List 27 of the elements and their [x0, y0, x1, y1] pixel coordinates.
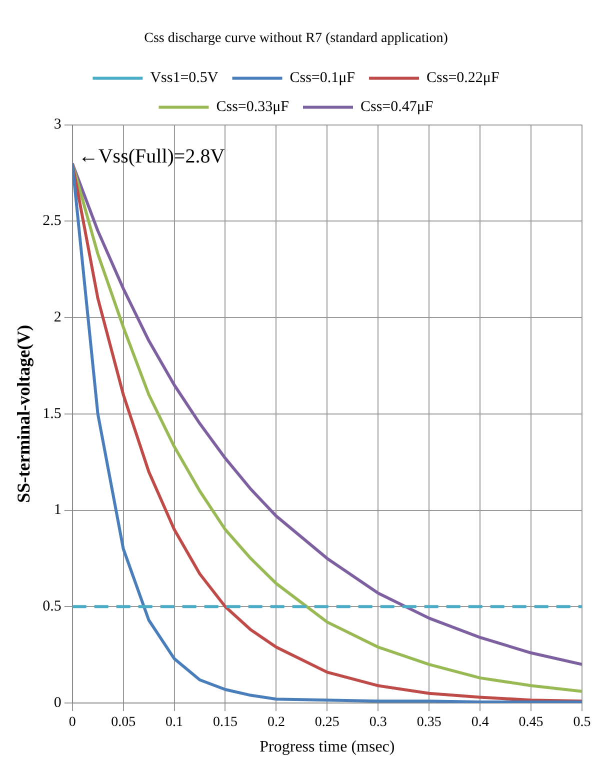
x-tick-label: 0.3 — [369, 715, 387, 730]
legend-label: Css=0.33μF — [216, 99, 290, 116]
legend-label: Css=0.1μF — [290, 70, 356, 86]
x-tick-label: 0.5 — [573, 715, 591, 730]
legend-label: Css=0.22μF — [426, 70, 500, 86]
x-tick-label: 0 — [68, 715, 76, 730]
annotation: ←Vss(Full)=2.8V — [78, 146, 226, 168]
x-tick-label: 0.05 — [111, 715, 136, 730]
x-tick-label: 0.4 — [471, 715, 489, 730]
y-tick-label: 3 — [54, 116, 62, 133]
x-tick-label: 0.2 — [267, 715, 285, 730]
chart-title: Css discharge curve without R7 (standard application) — [144, 31, 448, 46]
y-tick-label: 2 — [54, 309, 62, 326]
legend-label: Vss1=0.5V — [150, 70, 218, 86]
y-tick-label: 1 — [54, 502, 62, 518]
y-tick-label: 1.5 — [42, 406, 62, 422]
y-tick-label: 2.5 — [42, 213, 62, 230]
legend-label: Css=0.47μF — [360, 99, 434, 116]
y-tick-label: 0.5 — [42, 598, 62, 615]
x-axis-title: Progress time (msec) — [260, 738, 395, 756]
x-tick-label: 0.35 — [416, 715, 442, 730]
y-tick-label: 0 — [54, 694, 62, 711]
x-tick-label: 0.25 — [314, 715, 340, 730]
x-tick-label: 0.1 — [166, 715, 184, 730]
x-tick-label: 0.45 — [518, 715, 544, 730]
y-axis-title: SS-terminal-voltage(V) — [13, 324, 34, 503]
x-tick-label: 0.15 — [212, 715, 238, 730]
